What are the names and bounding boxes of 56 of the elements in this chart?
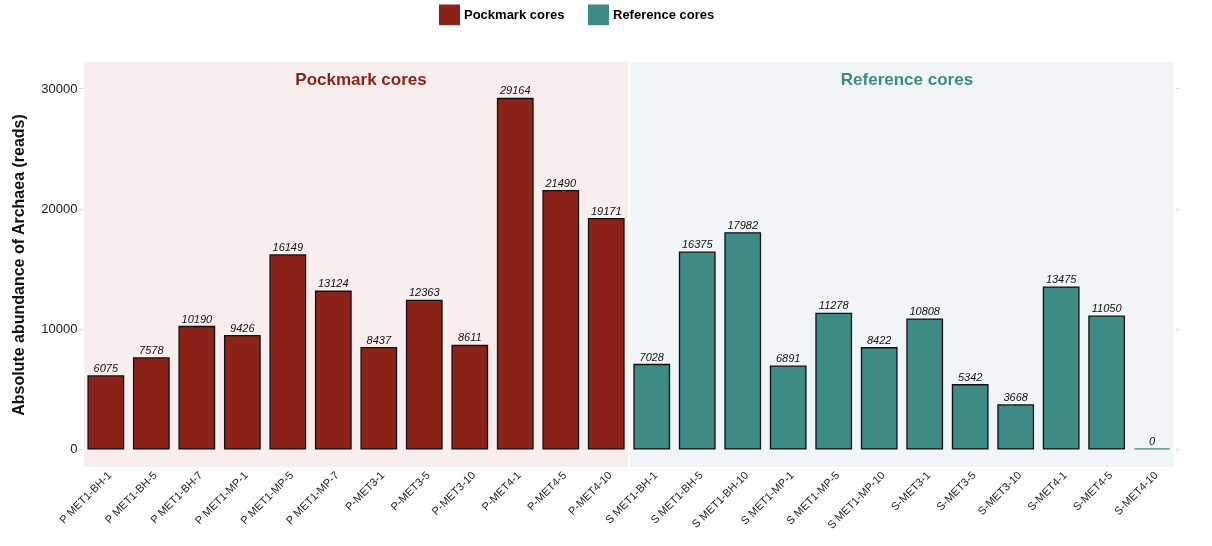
bar [1088,315,1126,450]
bar [451,344,489,450]
data-label: 21490 [544,176,577,189]
bar [815,312,853,450]
bar [769,365,807,450]
data-label: 16149 [272,240,304,253]
bar [1042,286,1080,450]
bar [132,357,170,450]
band-label: Pockmark cores [295,70,427,89]
bar [314,290,352,450]
data-label: 8611 [457,331,482,344]
bar [860,347,898,450]
data-label: 17982 [727,218,759,231]
data-label: 7578 [139,343,165,356]
data-label: 11278 [818,299,850,312]
y-tick-label: 10000 [41,321,78,337]
bar [178,325,216,450]
band-label: Reference cores [840,70,974,89]
data-label: 8422 [866,333,892,346]
data-label: 16375 [681,238,714,251]
data-label: 13475 [1045,273,1078,286]
data-label: 6891 [775,352,801,365]
bar [360,346,398,450]
data-label: 0 [1149,434,1157,447]
bar [405,299,443,450]
bar [906,318,944,450]
data-label: 3668 [1003,390,1029,403]
bar [542,190,580,450]
y-tick-label: 20000 [41,201,78,217]
data-label: 10190 [181,312,213,325]
data-label: 7028 [639,350,665,363]
legend-label: Reference cores [613,6,715,22]
data-label: 9426 [230,321,256,334]
y-tick-label: 30000 [41,80,78,96]
data-label: 8437 [366,333,392,346]
data-label: 11050 [1091,302,1123,315]
data-label: 5342 [957,370,983,383]
bar [496,97,534,450]
bar [633,363,671,450]
y-axis-title: Absolute abundance of Archaea (reads) [10,114,28,416]
data-label: 29164 [498,84,531,97]
data-label: 12363 [408,286,441,299]
bar [951,384,989,450]
data-label: 6075 [93,361,119,374]
data-label: 19171 [590,204,622,217]
bar [87,375,125,450]
data-label: 13124 [318,277,349,290]
bar [223,335,261,450]
bar [724,232,762,450]
bar [587,217,625,450]
data-label: 10808 [909,305,941,318]
bar [997,404,1035,450]
y-tick-label: 0 [70,441,78,457]
bar [678,251,716,450]
bar [269,254,307,450]
legend-label: Pockmark cores [464,6,565,22]
